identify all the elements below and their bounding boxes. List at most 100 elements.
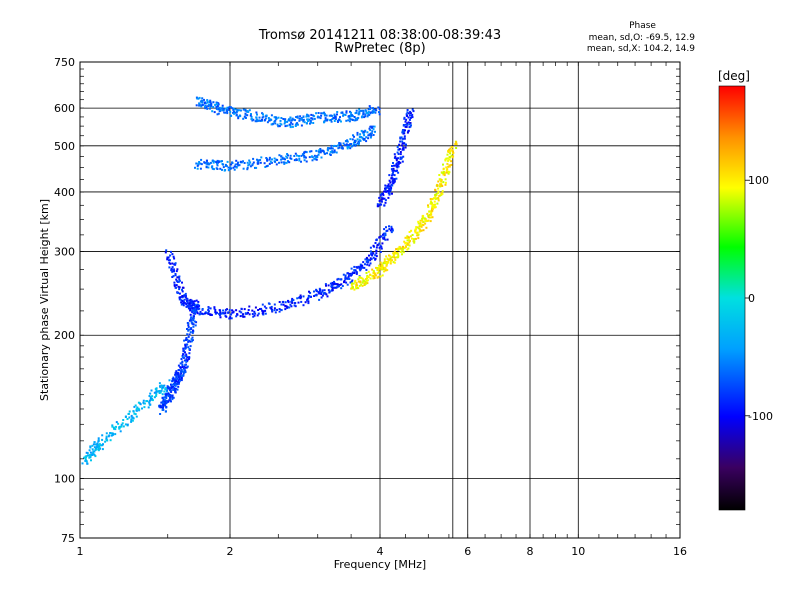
data-point (365, 282, 368, 285)
data-point (404, 129, 406, 132)
data-point (422, 220, 425, 223)
data-point (186, 338, 189, 341)
data-point (185, 360, 188, 363)
data-point (229, 316, 232, 319)
data-point (306, 298, 309, 301)
data-point (353, 272, 356, 274)
data-point (287, 154, 289, 157)
data-point (305, 151, 308, 154)
data-point (315, 288, 318, 291)
data-point (409, 235, 412, 238)
data-point (171, 276, 174, 278)
data-point (407, 129, 410, 132)
data-point (431, 206, 434, 208)
data-point (171, 253, 174, 256)
data-point (365, 260, 368, 263)
data-point (278, 301, 281, 303)
data-point (372, 107, 374, 110)
data-point (261, 112, 264, 115)
data-point (376, 267, 379, 269)
data-point (320, 291, 323, 294)
data-point (369, 246, 372, 249)
data-point (385, 264, 388, 266)
axes: 1 2 4 6 8 10 1675100200300400500600750Frequenc… (38, 56, 687, 571)
data-point (380, 193, 382, 196)
data-point (331, 281, 334, 284)
data-point (216, 164, 219, 167)
data-point (408, 118, 411, 121)
data-point (226, 112, 229, 115)
data-point (264, 117, 267, 120)
data-point (174, 263, 177, 266)
data-point (242, 313, 244, 316)
data-point (446, 157, 449, 160)
data-point (438, 194, 441, 197)
data-point (393, 180, 396, 183)
data-point (177, 369, 180, 371)
data-point (434, 198, 437, 200)
data-point (371, 126, 373, 129)
data-point (270, 118, 273, 121)
data-point (308, 150, 311, 153)
data-point (167, 400, 169, 403)
data-point (346, 272, 349, 275)
data-point (265, 114, 268, 117)
data-point (176, 291, 179, 294)
data-point (204, 105, 206, 108)
data-point (308, 290, 310, 293)
x-tick-label: 6 (464, 545, 471, 558)
data-point (224, 308, 227, 311)
data-point (175, 370, 178, 373)
data-point (161, 393, 164, 396)
data-points (81, 96, 458, 465)
data-point (81, 462, 84, 465)
colorbar-tick-label: 100 (748, 174, 769, 187)
data-point (231, 161, 234, 164)
data-point (400, 250, 403, 253)
data-point (442, 167, 445, 170)
colorbar-tick-label: 0 (748, 292, 755, 305)
data-point (296, 123, 299, 126)
data-point (191, 304, 194, 307)
data-point (196, 167, 199, 170)
data-point (406, 239, 409, 242)
data-point (392, 255, 395, 258)
data-point (339, 142, 342, 145)
data-point (320, 156, 323, 159)
data-point (271, 158, 273, 161)
data-point (135, 408, 138, 411)
data-point (183, 339, 186, 342)
data-point (256, 162, 259, 165)
data-point (310, 117, 313, 120)
data-point (187, 322, 190, 325)
data-point (184, 366, 187, 369)
data-point (351, 279, 354, 282)
data-point (121, 422, 124, 425)
data-point (365, 136, 368, 139)
data-point (300, 296, 302, 298)
data-point (411, 116, 414, 119)
data-point (427, 214, 430, 217)
data-point (177, 380, 180, 383)
data-point (431, 216, 434, 219)
data-point (397, 248, 400, 251)
data-point (294, 119, 296, 122)
data-point (434, 189, 437, 192)
data-point (260, 307, 263, 310)
data-point (296, 115, 299, 118)
data-point (253, 310, 256, 313)
data-point (356, 142, 359, 145)
data-point (406, 123, 409, 126)
data-point (409, 125, 412, 128)
data-point (353, 139, 356, 142)
data-point (444, 181, 447, 184)
data-point (388, 192, 391, 195)
data-point (180, 299, 183, 302)
data-point (409, 239, 411, 242)
data-point (190, 319, 193, 322)
data-point (372, 277, 375, 280)
data-point (391, 180, 394, 183)
data-point (430, 200, 432, 203)
data-point (329, 150, 332, 153)
data-point (380, 245, 383, 248)
